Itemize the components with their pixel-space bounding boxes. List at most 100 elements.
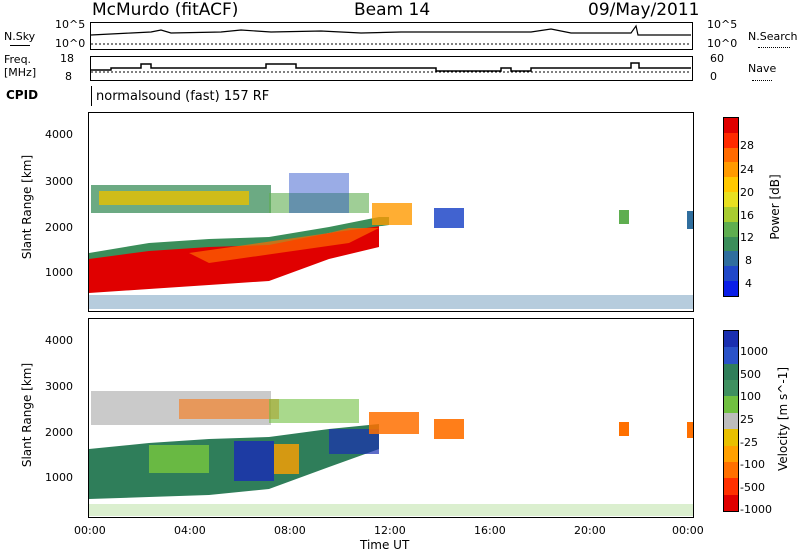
cpid-marker	[91, 86, 92, 106]
power-cbar-tick-28: 28	[740, 139, 754, 152]
power-ytick-4000: 4000	[45, 128, 73, 141]
power-cbar-segment	[724, 192, 738, 207]
power-cbar-segment	[724, 132, 738, 148]
velocity-far-band-green	[269, 399, 359, 423]
xtick-2400: 00:00	[672, 524, 704, 537]
velocity-cbar-tick-neg100: -100	[740, 458, 765, 471]
xtick-1600: 16:00	[474, 524, 506, 537]
power-panel	[88, 112, 694, 312]
freq-label: Freq.	[4, 53, 32, 66]
freq-trace	[91, 62, 691, 73]
freq-unit: [MHz]	[4, 66, 37, 79]
velocity-cbar-segment	[724, 412, 738, 430]
xlabel: Time UT	[360, 538, 410, 552]
xtick-1200: 12:00	[374, 524, 406, 537]
power-patch-14ut	[434, 208, 464, 228]
power-cbar-segment	[724, 266, 738, 282]
power-far-patch	[289, 173, 349, 213]
velocity-cbar-tick-100: 100	[740, 390, 761, 403]
freq-panel	[90, 56, 693, 81]
freq-tick-low: 8	[65, 70, 72, 83]
velocity-cbar-tick-neg1000: -1000	[740, 503, 772, 516]
nsky-label: N.Sky	[4, 30, 36, 43]
velocity-cbar-segment	[724, 331, 738, 348]
velocity-cbar-segment	[724, 347, 738, 364]
velocity-panel	[88, 318, 694, 518]
xtick-0400: 04:00	[174, 524, 206, 537]
power-cbar-segment	[724, 236, 738, 252]
nave-label: Nave	[748, 62, 777, 75]
velocity-cbar-segment	[724, 445, 738, 462]
nsearch-line-marker	[758, 47, 790, 48]
velocity-cbar-tick-neg25: -25	[740, 436, 758, 449]
power-cbar-tick-24: 24	[740, 163, 754, 176]
nsearch-tick-high: 10^5	[707, 18, 738, 31]
velocity-cbar-segment	[724, 429, 738, 446]
velocity-patch-24ut	[687, 422, 693, 438]
power-cbar-segment	[724, 177, 738, 193]
velocity-cbar-segment	[724, 461, 738, 479]
nsky-line-marker	[10, 45, 30, 46]
power-patch-24ut	[687, 211, 693, 229]
date-title: 09/May/2011	[588, 0, 700, 20]
xtick-2000: 20:00	[574, 524, 606, 537]
nave-tick-low: 0	[710, 70, 717, 83]
nave-line-marker	[752, 80, 772, 81]
velocity-near-blue	[234, 441, 274, 481]
xtick-0000: 00:00	[74, 524, 106, 537]
velocity-cbar-tick-1000: 1000	[740, 345, 768, 358]
velocity-ytick-1000: 1000	[45, 471, 73, 484]
xtick-0800: 08:00	[274, 524, 306, 537]
velocity-ytick-3000: 3000	[45, 380, 73, 393]
nsky-panel	[90, 22, 693, 50]
velocity-ylabel: Slant Range [km]	[20, 362, 34, 468]
power-cbar-tick-12: 12	[740, 231, 754, 244]
power-cbar-tick-20: 20	[740, 186, 754, 199]
nave-tick-high: 60	[710, 52, 724, 65]
power-ytick-2000: 2000	[45, 221, 73, 234]
power-cbar-tick-4: 4	[745, 277, 752, 290]
power-cbar-segment	[724, 147, 738, 163]
velocity-cbar-segment	[724, 478, 738, 495]
power-cbar-segment	[724, 281, 738, 296]
velocity-heatmap	[89, 391, 693, 516]
velocity-cbar-tick-25: 25	[740, 413, 754, 426]
cpid-label: CPID	[6, 88, 39, 102]
freq-tick-high: 18	[60, 52, 74, 65]
nsearch-tick-low: 10^0	[707, 37, 738, 50]
power-patch-12ut	[372, 203, 412, 225]
power-ytick-1000: 1000	[45, 266, 73, 279]
power-near-band-edge	[89, 217, 389, 259]
power-cbar-segment	[724, 118, 738, 133]
velocity-ytick-4000: 4000	[45, 334, 73, 347]
power-cbar-segment	[724, 221, 738, 237]
velocity-colorbar	[723, 330, 739, 512]
velocity-cbar-segment	[724, 494, 738, 511]
power-near-band-orange	[189, 228, 379, 263]
power-patch-21ut	[619, 210, 629, 224]
velocity-patch-14ut	[434, 419, 464, 439]
velocity-cbar-segment	[724, 363, 738, 381]
beam-title: Beam 14	[354, 0, 431, 20]
velocity-cbar-label: Velocity [m s^-1]	[776, 366, 790, 472]
power-ytick-3000: 3000	[45, 175, 73, 188]
velocity-cbar-segment	[724, 380, 738, 397]
cpid-text: normalsound (fast) 157 RF	[96, 89, 270, 104]
power-cbar-label: Power [dB]	[768, 174, 782, 240]
power-far-band-mid	[269, 193, 369, 213]
nsky-tick-high: 10^5	[55, 18, 86, 31]
power-cbar-segment	[724, 251, 738, 267]
velocity-cbar-tick-500: 500	[740, 368, 761, 381]
power-cbar-segment	[724, 206, 738, 222]
power-far-band-core	[99, 191, 249, 205]
nsky-trace	[90, 24, 691, 45]
velocity-cbar-tick-neg500: -500	[740, 481, 765, 494]
velocity-ytick-2000: 2000	[45, 426, 73, 439]
station-title: McMurdo (fitACF)	[92, 0, 239, 20]
velocity-cbar-segment	[724, 396, 738, 413]
power-colorbar	[723, 117, 739, 297]
velocity-near-orange	[274, 444, 299, 474]
velocity-patch-21ut	[619, 422, 629, 436]
velocity-far-band-orange	[179, 399, 279, 419]
velocity-patch-12ut	[369, 412, 419, 434]
